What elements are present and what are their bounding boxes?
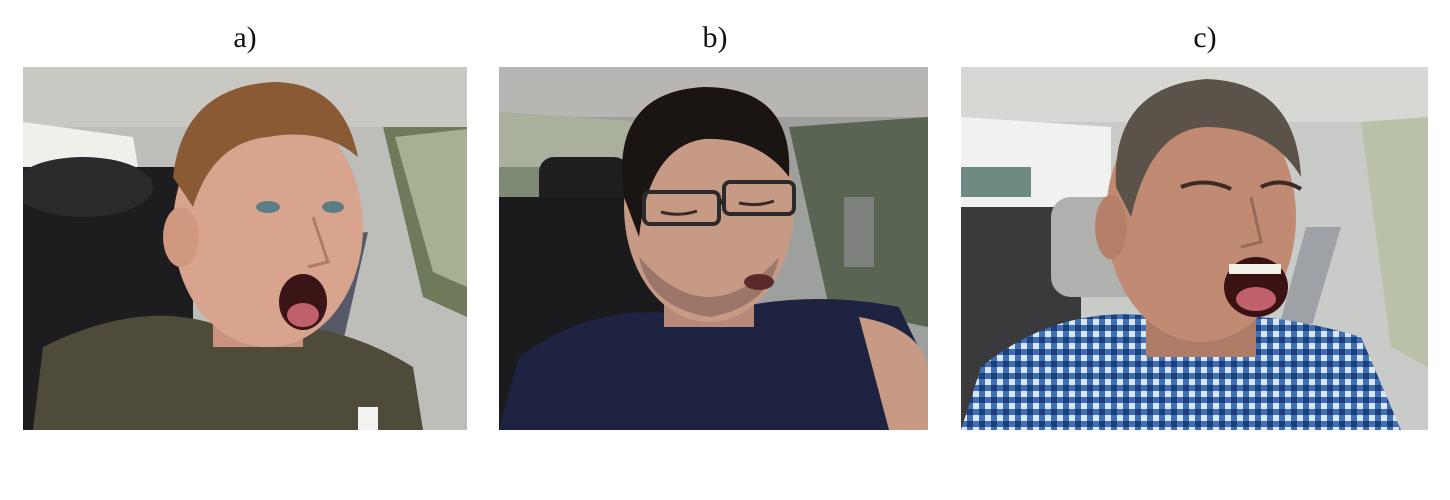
photo-b-image (499, 67, 928, 430)
panel-c-label: c) (1193, 21, 1217, 54)
photo-a-image (23, 67, 467, 430)
photo-c-image (961, 67, 1428, 430)
panel-b-label: b) (702, 21, 728, 54)
photo-b-drowsy-driver (499, 67, 928, 430)
panel-a-label: a) (233, 21, 257, 54)
photo-c-yawning-driver (961, 67, 1428, 430)
photo-a-yawning-driver (23, 67, 467, 430)
